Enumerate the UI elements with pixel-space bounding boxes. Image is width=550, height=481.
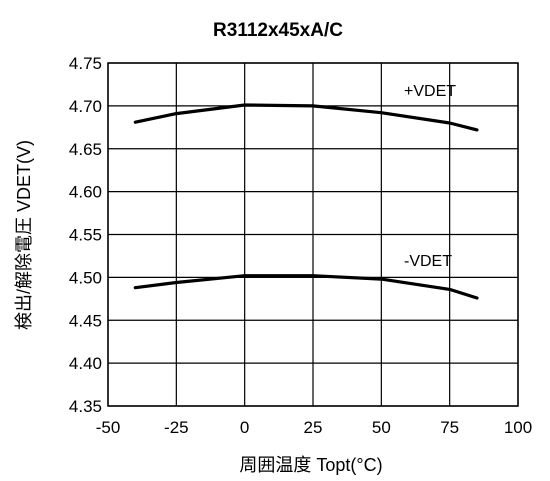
x-tick-label: 0: [240, 418, 249, 437]
y-axis-label: 検出/解除電圧 VDET(V): [14, 140, 34, 330]
x-tick-label: -25: [164, 418, 189, 437]
x-tick-label: 100: [504, 418, 532, 437]
x-tick-label: 75: [440, 418, 459, 437]
x-tick-label: 25: [304, 418, 323, 437]
y-tick-label: 4.75: [69, 54, 102, 73]
plot-frame: [107, 62, 519, 407]
x-axis-label: 周囲温度 Topt(°C): [239, 455, 382, 475]
x-tick-label: -50: [96, 418, 121, 437]
x-tick-label: 50: [372, 418, 391, 437]
series-line: [133, 274, 479, 300]
series-label: -VDET: [404, 253, 452, 270]
series-label: +VDET: [404, 83, 456, 100]
y-tick-label: 4.35: [69, 397, 102, 416]
series-lines: [133, 103, 479, 300]
x-tick-labels: -50 -25 0 25 50 75 100: [96, 418, 532, 437]
y-tick-label: 4.45: [69, 311, 102, 330]
y-tick-label: 4.70: [69, 97, 102, 116]
y-tick-label: 4.55: [69, 226, 102, 245]
y-tick-label: 4.50: [69, 268, 102, 287]
series-labels: +VDET -VDET: [404, 83, 456, 270]
grid: [107, 62, 519, 407]
y-tick-label: 4.40: [69, 354, 102, 373]
y-tick-labels: 4.35 4.40 4.45 4.50 4.55 4.60 4.65 4.70 4.75: [69, 54, 102, 416]
y-tick-label: 4.60: [69, 183, 102, 202]
y-tick-label: 4.65: [69, 140, 102, 159]
chart-title: R3112x45xA/C: [213, 20, 343, 41]
series-line: [133, 103, 479, 132]
